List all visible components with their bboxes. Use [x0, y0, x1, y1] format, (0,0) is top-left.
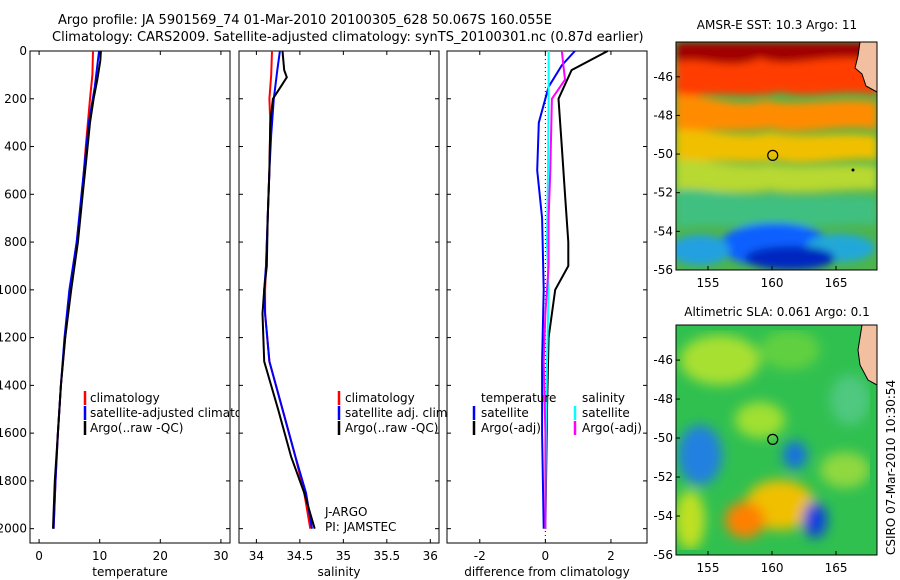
series-line-temperature-satellite	[536, 50, 576, 529]
map-x-tick-label: 155	[697, 561, 720, 575]
x-tick-label: 0	[542, 549, 550, 563]
map-y-tick-label: -54	[653, 509, 673, 523]
sst-map-field	[676, 42, 877, 270]
series-line-temperature-argo-adj-	[544, 50, 609, 529]
salinity-ticks: 34 34.5 35 35.5 36	[239, 50, 439, 563]
map-y-tick-label: -48	[653, 392, 673, 406]
salinity-annotation-program: J-ARGO	[324, 505, 367, 519]
y-tick-label: 1000	[0, 283, 27, 297]
temperature-legend: climatology satellite-adjusted climatolo…	[83, 391, 268, 435]
series-line-argo-raw-qc-	[52, 50, 102, 529]
map-y-tick-label: -56	[653, 263, 673, 277]
sla-map-panel: Altimetric SLA: 0.061 Argo: 0.1 155 160 16…	[653, 305, 878, 575]
legend-salinity-heading: salinity	[582, 391, 625, 405]
difference-xlabel: difference from climatology	[464, 565, 630, 579]
y-tick-label: 1800	[0, 474, 27, 488]
sst-map-frame	[675, 41, 878, 271]
sla-map-field	[676, 325, 877, 555]
legend-argo-label: Argo(..raw -QC)	[345, 421, 438, 435]
sst-map-ticks: 155 160 165 -46 -48 -50 -52 -54 -56	[653, 70, 847, 290]
map-x-tick-label: 160	[761, 276, 784, 290]
y-tick-label: 600	[4, 187, 27, 201]
y-tick-label: 1200	[0, 331, 27, 345]
sst-map-title: AMSR-E SST: 10.3 Argo: 11	[697, 18, 857, 32]
legend-satellite-label: satellite-adjusted climatology	[90, 406, 268, 420]
temperature-xlabel: temperature	[92, 565, 167, 579]
map-y-tick-label: -56	[653, 548, 673, 562]
map-y-tick-label: -50	[653, 431, 673, 445]
legend-temperature-heading: temperature	[481, 391, 556, 405]
temperature-ticks: 0 10 20 30 0 200 400 600 800 1000 1200 1400 1600 1800…	[0, 44, 230, 563]
map-x-tick-label: 165	[825, 276, 848, 290]
difference-legend: temperature satellite Argo(-adj) salinit…	[472, 391, 642, 435]
y-tick-label: 200	[4, 92, 27, 106]
x-tick-label: 34	[249, 549, 264, 563]
map-y-tick-label: -48	[653, 108, 673, 122]
map-y-tick-label: -52	[653, 186, 673, 200]
legend-sal-argo-label: Argo(-adj)	[582, 421, 642, 435]
map-x-tick-label: 155	[697, 276, 720, 290]
x-tick-label: 30	[213, 549, 228, 563]
difference-panel: -2 0 2 difference from climatology tempera…	[446, 50, 648, 579]
legend-climatology-label: climatology	[90, 391, 160, 405]
series-line-argo-raw-qc-	[261, 50, 316, 529]
temperature-axes-frame	[29, 50, 231, 544]
sla-landmass	[857, 325, 877, 386]
y-tick-label: 0	[19, 44, 27, 58]
sst-map-panel: AMSR-E SST: 10.3 Argo: 11 155 160 165 -46 -4…	[653, 18, 878, 290]
x-tick-label: 35.5	[373, 549, 400, 563]
map-y-tick-label: -52	[653, 470, 673, 484]
map-x-tick-label: 165	[825, 561, 848, 575]
difference-ticks: -2 0 2	[447, 50, 647, 563]
x-tick-label: -2	[474, 549, 486, 563]
x-tick-label: 20	[153, 549, 168, 563]
temperature-panel: 0 10 20 30 0 200 400 600 800 1000 1200 1400 1600 1800…	[0, 44, 268, 579]
sla-map-ticks: 155 160 165 -46 -48 -50 -52 -54 -56	[653, 353, 847, 575]
salinity-xlabel: salinity	[317, 565, 360, 579]
argo-position-marker	[767, 149, 779, 161]
salinity-legend: climatology satellite adj. clim. Argo(..…	[337, 391, 451, 435]
sla-map-title: Altimetric SLA: 0.061 Argo: 0.1	[684, 305, 869, 319]
legend-temp-argo-label: Argo(-adj)	[481, 421, 541, 435]
map-y-tick-label: -46	[653, 70, 673, 84]
generation-timestamp: CSIRO 07-Mar-2010 10:30:54	[884, 380, 898, 555]
difference-series	[536, 50, 609, 529]
map-y-tick-label: -46	[653, 353, 673, 367]
legend-sal-satellite-label: satellite	[582, 406, 630, 420]
y-tick-label: 400	[4, 140, 27, 154]
sla-map-frame	[675, 324, 878, 556]
legend-temp-satellite-label: satellite	[481, 406, 529, 420]
salinity-axes-frame	[238, 50, 440, 544]
temperature-series	[52, 50, 102, 529]
legend-argo-label: Argo(..raw -QC)	[90, 421, 183, 435]
salinity-series	[261, 50, 316, 529]
figure-title-line2: Climatology: CARS2009. Satellite-adjuste…	[52, 30, 644, 45]
legend-satellite-label: satellite adj. clim.	[345, 406, 451, 420]
x-tick-label: 0	[35, 549, 43, 563]
y-tick-label: 1400	[0, 378, 27, 392]
sst-landmass	[854, 42, 877, 93]
salinity-panel: 34 34.5 35 35.5 36 salinity climatology sate…	[238, 50, 451, 579]
x-tick-label: 36	[423, 549, 438, 563]
argo-position-marker	[767, 433, 779, 445]
map-y-tick-label: -50	[653, 147, 673, 161]
map-x-tick-label: 160	[761, 561, 784, 575]
series-line-salinity-argo-adj-	[542, 50, 567, 529]
x-tick-label: 10	[92, 549, 107, 563]
x-tick-label: 34.5	[287, 549, 314, 563]
x-tick-label: 35	[336, 549, 351, 563]
legend-climatology-label: climatology	[345, 391, 415, 405]
y-tick-label: 800	[4, 235, 27, 249]
x-tick-label: 2	[607, 549, 615, 563]
figure-title-line1: Argo profile: JA 5901569_74 01-Mar-2010 …	[58, 13, 552, 28]
y-tick-label: 2000	[0, 522, 27, 536]
y-tick-label: 1600	[0, 426, 27, 440]
salinity-annotation-pi: PI: JAMSTEC	[325, 520, 396, 534]
map-y-tick-label: -54	[653, 224, 673, 238]
